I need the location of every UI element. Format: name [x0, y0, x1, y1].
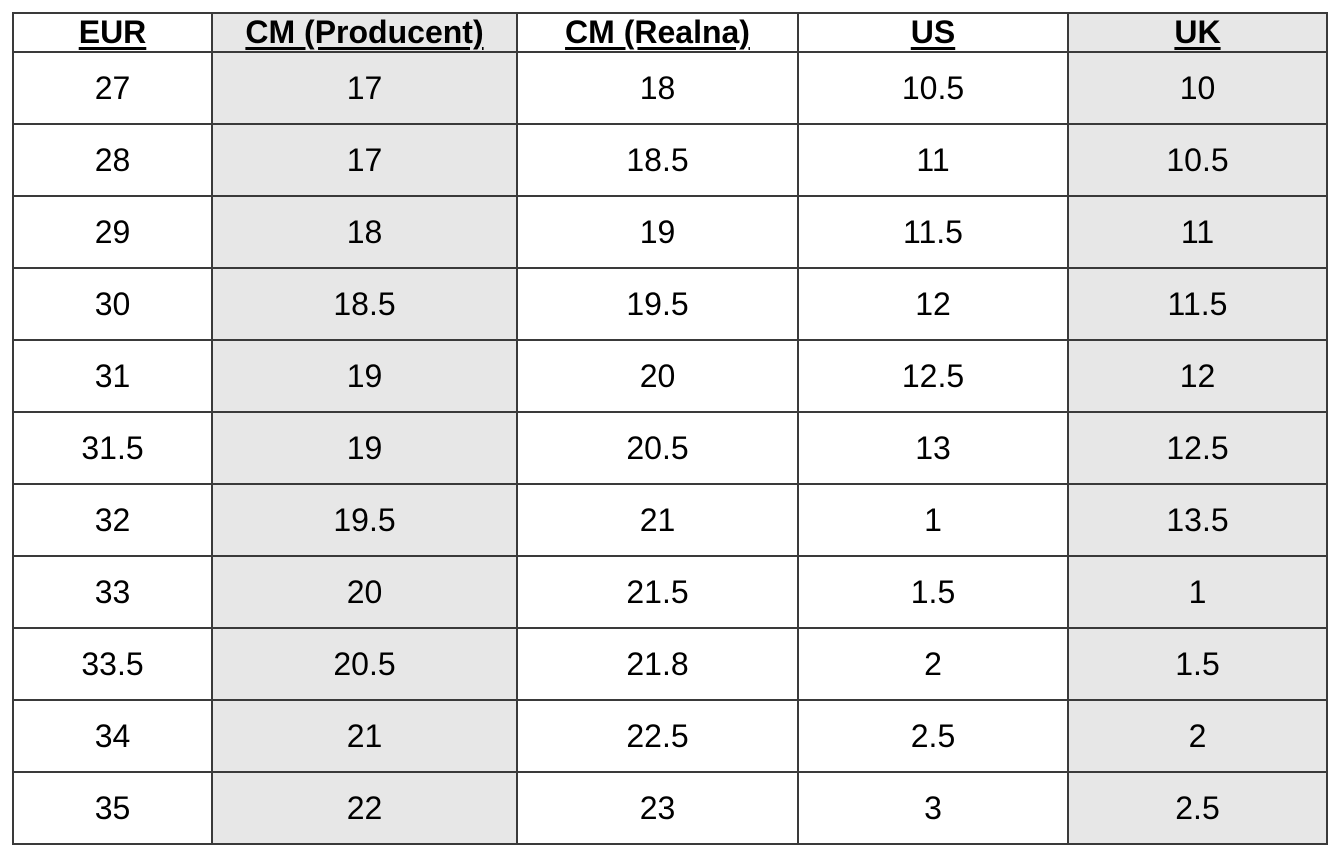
cell-uk: 2	[1067, 699, 1328, 773]
cell-cm-realna: 20	[516, 339, 799, 413]
cell-eur: 32	[12, 483, 213, 557]
cell-cm-realna: 21.8	[516, 627, 799, 701]
cell-cm-producent: 19	[211, 411, 518, 485]
cell-cm-producent: 20	[211, 555, 518, 629]
table-row: 28 17 18.5 11 10.5	[12, 123, 1328, 197]
table-row: 33 20 21.5 1.5 1	[12, 555, 1328, 629]
cell-uk: 10.5	[1067, 123, 1328, 197]
cell-cm-realna: 19.5	[516, 267, 799, 341]
cell-us: 3	[797, 771, 1069, 845]
cell-cm-producent: 18.5	[211, 267, 518, 341]
column-header-uk: UK	[1067, 12, 1328, 53]
cell-uk: 11.5	[1067, 267, 1328, 341]
table-row: 31 19 20 12.5 12	[12, 339, 1328, 413]
cell-eur: 33	[12, 555, 213, 629]
cell-eur: 31	[12, 339, 213, 413]
cell-cm-realna: 21.5	[516, 555, 799, 629]
cell-eur: 34	[12, 699, 213, 773]
cell-us: 10.5	[797, 51, 1069, 125]
cell-uk: 12	[1067, 339, 1328, 413]
cell-cm-producent: 19	[211, 339, 518, 413]
table-row: 29 18 19 11.5 11	[12, 195, 1328, 269]
cell-uk: 12.5	[1067, 411, 1328, 485]
cell-us: 2	[797, 627, 1069, 701]
cell-uk: 11	[1067, 195, 1328, 269]
cell-eur: 29	[12, 195, 213, 269]
cell-eur: 35	[12, 771, 213, 845]
table-row: 27 17 18 10.5 10	[12, 51, 1328, 125]
cell-us: 1.5	[797, 555, 1069, 629]
cell-cm-realna: 23	[516, 771, 799, 845]
cell-us: 12	[797, 267, 1069, 341]
cell-eur: 31.5	[12, 411, 213, 485]
cell-us: 13	[797, 411, 1069, 485]
cell-us: 11.5	[797, 195, 1069, 269]
cell-cm-realna: 22.5	[516, 699, 799, 773]
table-row: 32 19.5 21 1 13.5	[12, 483, 1328, 557]
cell-cm-realna: 20.5	[516, 411, 799, 485]
cell-cm-producent: 17	[211, 51, 518, 125]
cell-us: 1	[797, 483, 1069, 557]
cell-uk: 2.5	[1067, 771, 1328, 845]
table-row: 34 21 22.5 2.5 2	[12, 699, 1328, 773]
cell-cm-producent: 20.5	[211, 627, 518, 701]
cell-eur: 28	[12, 123, 213, 197]
column-header-cm-realna: CM (Realna)	[516, 12, 799, 53]
cell-uk: 13.5	[1067, 483, 1328, 557]
header-row: EUR CM (Producent) CM (Realna) US UK	[12, 12, 1328, 53]
cell-cm-realna: 21	[516, 483, 799, 557]
table-row: 30 18.5 19.5 12 11.5	[12, 267, 1328, 341]
cell-eur: 27	[12, 51, 213, 125]
cell-cm-producent: 22	[211, 771, 518, 845]
table-row: 35 22 23 3 2.5	[12, 771, 1328, 845]
cell-uk: 1	[1067, 555, 1328, 629]
cell-uk: 1.5	[1067, 627, 1328, 701]
cell-cm-producent: 19.5	[211, 483, 518, 557]
table-row: 31.5 19 20.5 13 12.5	[12, 411, 1328, 485]
cell-eur: 33.5	[12, 627, 213, 701]
cell-cm-producent: 18	[211, 195, 518, 269]
cell-cm-realna: 18.5	[516, 123, 799, 197]
column-header-us: US	[797, 12, 1069, 53]
cell-cm-producent: 21	[211, 699, 518, 773]
cell-eur: 30	[12, 267, 213, 341]
cell-us: 11	[797, 123, 1069, 197]
column-header-eur: EUR	[12, 12, 213, 53]
cell-us: 2.5	[797, 699, 1069, 773]
cell-cm-producent: 17	[211, 123, 518, 197]
cell-cm-realna: 19	[516, 195, 799, 269]
cell-uk: 10	[1067, 51, 1328, 125]
cell-us: 12.5	[797, 339, 1069, 413]
shoe-size-table: EUR CM (Producent) CM (Realna) US UK 27 …	[12, 12, 1328, 845]
cell-cm-realna: 18	[516, 51, 799, 125]
column-header-cm-producent: CM (Producent)	[211, 12, 518, 53]
table-row: 33.5 20.5 21.8 2 1.5	[12, 627, 1328, 701]
